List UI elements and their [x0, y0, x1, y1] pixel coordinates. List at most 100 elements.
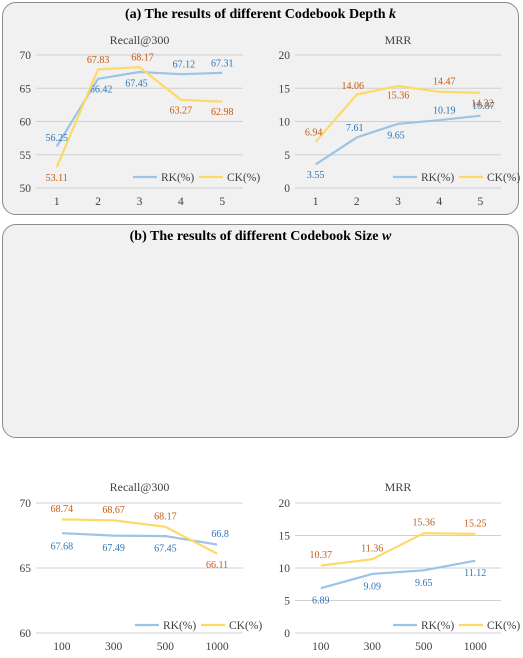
data-label: 67.12 — [173, 60, 196, 71]
data-label: 10.19 — [433, 106, 456, 117]
panel-title: (a) The results of different Codebook De… — [3, 7, 518, 23]
data-label: 6.89 — [312, 596, 330, 607]
legend-label: RK(%) — [163, 620, 196, 632]
chart-title: MRR — [385, 480, 412, 494]
y-tick-label: 70 — [20, 50, 32, 62]
data-label: 66.11 — [206, 560, 228, 571]
data-label: 67.45 — [154, 544, 177, 555]
y-tick-label: 50 — [20, 183, 32, 195]
data-label: 67.31 — [211, 58, 234, 69]
data-label: 7.61 — [346, 123, 364, 134]
chart-depth-mrr: MRR 0 5 10 15 20 1 2 3 4 5 3.55 7.61 9.65 10.19 10.87 6.… — [279, 33, 521, 208]
legend-label: CK(%) — [487, 620, 520, 632]
data-label: 10.37 — [310, 550, 333, 561]
legend-label: RK(%) — [421, 620, 454, 632]
data-label: 62.98 — [211, 107, 234, 118]
panel-codebook-size: (b) The results of different Codebook Si… — [2, 224, 520, 653]
x-tick-label: 5 — [478, 196, 484, 208]
y-tick-label: 10 — [279, 563, 291, 575]
data-label: 66.8 — [211, 529, 229, 540]
data-label: 66.42 — [90, 84, 113, 95]
data-label: 67.49 — [102, 543, 125, 554]
x-tick-label: 3 — [395, 196, 401, 208]
legend-label: CK(%) — [227, 172, 260, 184]
panel-title-text: (b) The results of different Codebook Si… — [129, 229, 383, 244]
x-tick-label: 1000 — [206, 641, 229, 653]
x-tick-label: 1000 — [464, 641, 487, 653]
data-label: 14.06 — [342, 81, 365, 92]
x-tick-label: 1 — [313, 196, 319, 208]
x-tick-label: 500 — [157, 641, 175, 653]
y-tick-label: 65 — [20, 83, 32, 95]
y-tick-label: 70 — [20, 498, 32, 510]
data-label: 68.67 — [102, 505, 125, 516]
chart-title: Recall@300 — [110, 480, 170, 494]
data-label: 11.12 — [464, 568, 486, 579]
y-tick-label: 15 — [279, 531, 291, 543]
y-tick-label: 60 — [20, 117, 32, 129]
data-label: 67.45 — [125, 78, 148, 89]
x-tick-label: 2 — [95, 196, 101, 208]
x-tick-label: 2 — [354, 196, 360, 208]
x-tick-label: 300 — [364, 641, 382, 653]
y-tick-label: 20 — [279, 50, 291, 62]
data-label: 14.47 — [433, 76, 456, 87]
x-tick-label: 1 — [54, 196, 60, 208]
x-tick-label: 300 — [105, 641, 123, 653]
chart-size-mrr: MRR 0 5 10 15 20 100 300 500 1000 6.89 9.09 9.65 11.1… — [279, 480, 521, 653]
x-tick-label: 100 — [53, 641, 71, 653]
chart-size-recall: Recall@300 60 65 70 100 300 500 1000 67.68 67.49 6… — [20, 480, 263, 653]
x-tick-label: 100 — [312, 641, 330, 653]
series-line-rk — [61, 532, 218, 546]
data-label: 10.87 — [472, 101, 495, 112]
chart-title: Recall@300 — [110, 33, 170, 47]
data-label: 15.36 — [413, 518, 436, 529]
data-label: 15.36 — [387, 90, 410, 101]
panel-title-variable: k — [389, 7, 397, 22]
panel-title-text: (a) The results of different Codebook De… — [124, 7, 390, 22]
data-label: 67.83 — [87, 55, 110, 66]
data-label: 6.94 — [305, 127, 323, 138]
chart-depth-recall: Recall@300 50 55 60 65 70 1 2 3 4 5 56.25 66.42 67.45… — [20, 33, 261, 208]
y-tick-label: 60 — [20, 628, 32, 640]
y-tick-label: 5 — [284, 596, 290, 608]
data-label: 63.27 — [170, 105, 193, 116]
data-label: 56.25 — [45, 133, 68, 144]
panel-codebook-depth: (a) The results of different Codebook De… — [2, 2, 521, 215]
data-label: 68.74 — [51, 504, 74, 515]
legend-label: RK(%) — [421, 172, 454, 184]
y-tick-label: 65 — [20, 563, 32, 575]
panel-title-variable: w — [382, 229, 392, 244]
data-label: 9.09 — [364, 581, 382, 592]
data-label: 14.32 — [471, 98, 494, 109]
x-tick-label: 3 — [137, 196, 143, 208]
y-tick-label: 5 — [284, 150, 290, 162]
data-label: 68.17 — [131, 53, 154, 64]
legend-label: RK(%) — [161, 172, 194, 184]
series-line-ck — [320, 532, 476, 567]
data-label: 11.36 — [361, 544, 383, 555]
data-label: 9.65 — [387, 130, 405, 141]
series-line-ck — [314, 84, 481, 143]
data-label: 68.17 — [154, 511, 177, 522]
data-label: 15.25 — [464, 518, 487, 529]
legend-label: CK(%) — [229, 620, 262, 632]
data-label: 67.68 — [51, 542, 74, 553]
panel-title: (b) The results of different Codebook Si… — [3, 229, 518, 245]
chart-title: MRR — [385, 33, 412, 47]
y-tick-label: 15 — [279, 83, 291, 95]
series-line-rk — [314, 114, 481, 166]
x-tick-label: 500 — [415, 641, 433, 653]
data-label: 53.11 — [46, 173, 68, 184]
y-tick-label: 0 — [284, 183, 290, 195]
data-label: 3.55 — [307, 170, 325, 181]
y-tick-label: 10 — [279, 117, 291, 129]
x-tick-label: 4 — [178, 196, 184, 208]
x-tick-label: 5 — [219, 196, 225, 208]
series-line-ck — [55, 66, 223, 168]
legend-label: CK(%) — [487, 172, 520, 184]
series-line-rk — [320, 559, 476, 590]
y-tick-label: 0 — [284, 628, 290, 640]
y-tick-label: 55 — [20, 150, 32, 162]
y-tick-label: 20 — [279, 498, 291, 510]
